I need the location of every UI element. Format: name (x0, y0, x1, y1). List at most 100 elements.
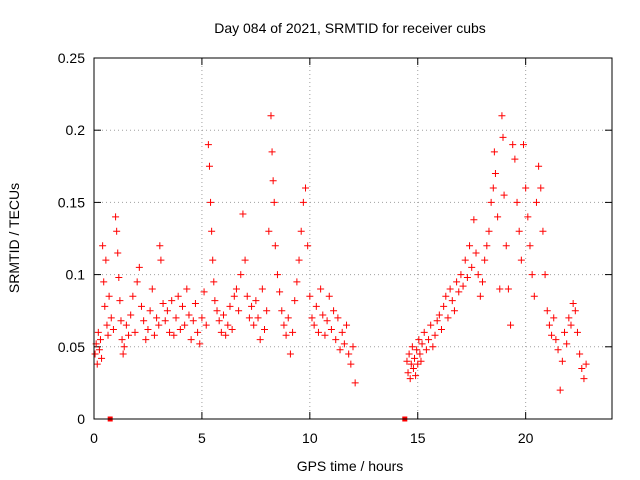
data-point (541, 271, 549, 279)
data-point (499, 133, 507, 141)
data-points (91, 112, 590, 394)
data-point (487, 198, 495, 206)
data-point (417, 357, 425, 365)
y-tick-label: 0 (77, 411, 85, 427)
data-point (330, 307, 338, 315)
x-tick-label: 15 (410, 430, 426, 446)
data-point (172, 314, 180, 322)
data-point (411, 354, 419, 362)
data-point (98, 354, 106, 362)
data-point (347, 360, 355, 368)
data-point (174, 292, 182, 300)
data-point (461, 256, 469, 264)
data-point (580, 375, 588, 383)
data-point (582, 360, 590, 368)
data-point (241, 256, 249, 264)
y-tick-label: 0.2 (66, 122, 86, 138)
data-point (569, 299, 577, 307)
data-point (185, 311, 193, 319)
data-point (327, 325, 335, 333)
y-tick-label: 0.1 (66, 267, 86, 283)
data-point (280, 321, 288, 329)
data-point (476, 292, 484, 300)
data-point (481, 256, 489, 264)
data-point (282, 331, 290, 339)
data-point (129, 292, 137, 300)
data-point (563, 340, 571, 348)
data-point (133, 278, 141, 286)
data-point (349, 343, 357, 351)
data-point (548, 331, 556, 339)
data-point (293, 278, 301, 286)
data-point (295, 256, 303, 264)
data-point (325, 292, 333, 300)
data-point (504, 285, 512, 293)
data-point (494, 213, 502, 221)
data-point (178, 302, 186, 310)
data-point (101, 302, 109, 310)
data-point (118, 336, 126, 344)
data-point (235, 307, 243, 315)
data-point (515, 227, 523, 235)
data-point (415, 336, 423, 344)
data-point (479, 278, 486, 286)
data-point (209, 256, 217, 264)
data-point (466, 242, 474, 250)
data-point (420, 328, 428, 336)
data-point (522, 184, 530, 192)
data-point (407, 360, 415, 368)
data-point (472, 249, 480, 257)
data-point (312, 302, 320, 310)
data-point (319, 311, 327, 319)
data-point (95, 346, 103, 354)
data-point (120, 343, 128, 351)
x-axis-label: GPS time / hours (297, 458, 404, 474)
data-point (539, 227, 547, 235)
data-point (115, 273, 123, 281)
data-point (414, 360, 422, 368)
data-point (91, 350, 99, 358)
data-point (137, 302, 145, 310)
data-point (558, 357, 566, 365)
data-point (509, 141, 517, 149)
data-point (435, 311, 443, 319)
data-point (105, 292, 113, 300)
data-point (332, 336, 340, 344)
data-point (208, 227, 216, 235)
data-point (446, 285, 454, 293)
y-tick-label: 0.05 (58, 339, 85, 355)
y-axis-label: SRMTID / TECUs (6, 183, 22, 293)
data-point (276, 288, 284, 296)
data-point (267, 112, 275, 120)
data-point (511, 155, 519, 163)
y-tick-label: 0.25 (58, 50, 85, 66)
data-point (304, 242, 312, 250)
data-point (96, 336, 104, 344)
data-point (148, 285, 156, 293)
chart-title: Day 084 of 2021, SRMTID for receiver cub… (214, 20, 486, 36)
data-point (200, 288, 208, 296)
data-point (457, 271, 465, 279)
data-point (224, 321, 232, 329)
data-point (114, 249, 122, 257)
data-point (403, 357, 411, 365)
data-point (187, 336, 195, 344)
data-point (526, 242, 534, 250)
data-point (117, 317, 125, 325)
data-point (131, 328, 139, 336)
data-point (543, 307, 551, 315)
data-point (252, 297, 260, 305)
data-point (213, 307, 221, 315)
data-point (502, 242, 510, 250)
data-point (157, 256, 165, 264)
data-point (271, 242, 279, 250)
data-point (554, 346, 562, 354)
data-point (161, 317, 169, 325)
data-point (565, 314, 573, 322)
data-point (416, 350, 424, 358)
data-point (323, 317, 331, 325)
data-point (153, 314, 161, 322)
data-point (237, 271, 245, 279)
data-point (431, 331, 439, 339)
